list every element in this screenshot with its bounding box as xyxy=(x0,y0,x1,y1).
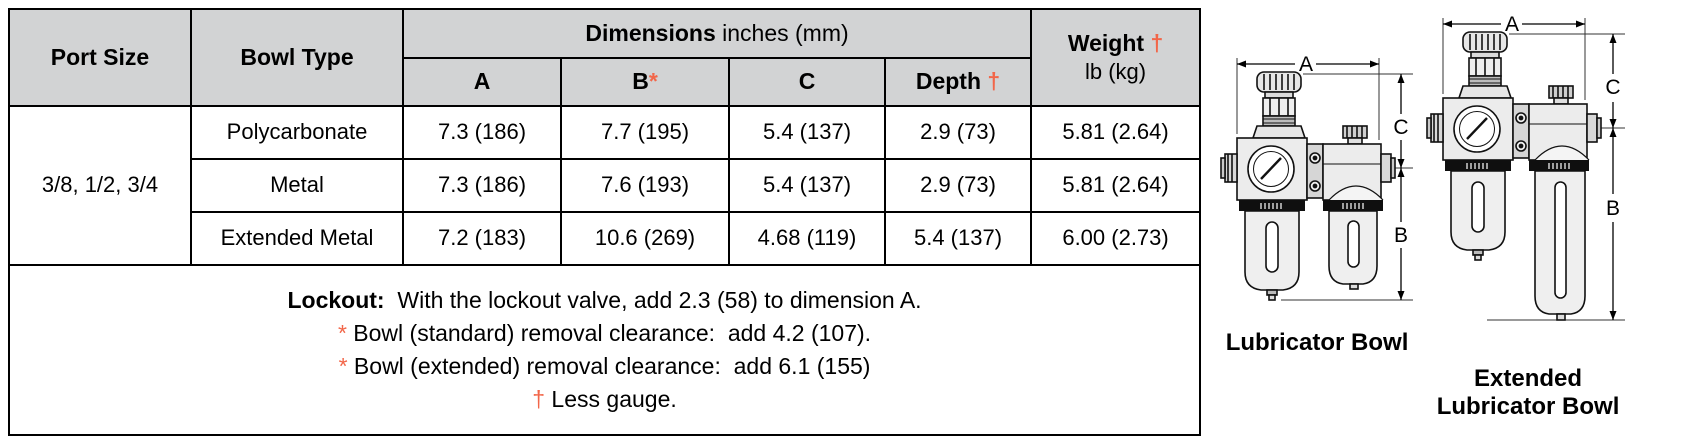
regulator-body xyxy=(1220,137,1308,201)
inlet-port xyxy=(1430,113,1444,143)
table-row-polycarbonate: 3/8, 1/2, 3/4 Polycarbonate 7.3 (186) 7.… xyxy=(8,104,1202,266)
diagram-area: A C B xyxy=(1201,8,1698,436)
inlet-port xyxy=(1224,153,1238,183)
dimension-a: A xyxy=(1443,13,1586,36)
dimension-c: C xyxy=(1393,74,1409,168)
note-standard-clearance: * Bowl (standard) removal clearance: add… xyxy=(10,317,1199,350)
col-header-b: B* xyxy=(560,56,730,107)
dimensions-label-bold: Dimensions xyxy=(585,19,716,46)
note-text: With the lockout valve, add 2.3 (58) to … xyxy=(384,286,922,313)
connector-block xyxy=(1512,103,1530,159)
col-header-a: A xyxy=(402,56,562,107)
col-header-dimensions: Dimensions inches (mm) xyxy=(401,8,1033,59)
col-header-c: C xyxy=(728,56,886,107)
col-header-depth: Depth † xyxy=(883,56,1033,107)
dim-depth-cell: 2.9 (73) xyxy=(883,104,1033,160)
lubricator-bowl xyxy=(1328,210,1378,290)
filter-bowl xyxy=(1244,210,1300,301)
dagger-mark: † xyxy=(532,385,546,412)
dim-c-cell: 5.4 (137) xyxy=(728,157,886,213)
weight-dagger-mark: † xyxy=(1150,29,1164,56)
bowl-type-cell: Metal xyxy=(190,157,404,213)
dimension-b: B xyxy=(1394,168,1408,300)
weight-cell: 5.81 (2.64) xyxy=(1030,104,1202,160)
asterisk-mark: * xyxy=(338,352,348,379)
extended-lubricator-bowl xyxy=(1534,170,1586,321)
bowl-clamp-bands xyxy=(1445,160,1590,171)
regulator-knob xyxy=(1251,71,1307,139)
weight-cell: 6.00 (2.73) xyxy=(1030,210,1202,266)
dim-b-cell: 10.6 (269) xyxy=(560,210,730,266)
header-row-2: A B* C Depth † xyxy=(9,56,1200,107)
weight-units: lb (kg) xyxy=(1084,58,1147,84)
dim-depth-cell: 2.9 (73) xyxy=(883,157,1033,213)
dim-a-cell: 7.3 (186) xyxy=(402,157,562,213)
filter-bowl xyxy=(1450,170,1506,261)
note-extended-clearance: * Bowl (extended) removal clearance: add… xyxy=(10,350,1199,383)
sight-glass xyxy=(1554,181,1567,299)
diagram-caption: Lubricator Bowl xyxy=(1225,329,1409,356)
weight-label: Weight † xyxy=(1067,29,1164,56)
dim-b-cell: 7.6 (193) xyxy=(560,157,730,213)
outlet-port xyxy=(1380,153,1392,183)
dim-a-cell: 7.2 (183) xyxy=(402,210,562,266)
lubricator-body xyxy=(1322,125,1396,201)
depth-dagger-mark: † xyxy=(987,68,1001,95)
col-header-port-size: Port Size xyxy=(8,8,192,107)
dimensions-table: Port Size Bowl Type Dimensions inches (m… xyxy=(7,8,1202,436)
regulator-knob xyxy=(1457,31,1513,99)
bowl-clamp-bands xyxy=(1239,200,1384,211)
lockout-label: Lockout: xyxy=(287,286,385,313)
bowl-type-cell: Extended Metal xyxy=(190,210,404,266)
diagram-lubricator-bowl: A C B xyxy=(1215,42,1419,357)
connector-block xyxy=(1306,143,1324,199)
weight-cell: 5.81 (2.64) xyxy=(1030,157,1202,213)
sight-glass xyxy=(1265,221,1279,273)
dimensions-label-units: inches (mm) xyxy=(715,19,849,46)
lubricator-body xyxy=(1528,85,1602,161)
dimension-c-label: C xyxy=(1393,116,1408,139)
col-header-weight: Weight † lb (kg) xyxy=(1030,8,1202,107)
dimension-b-label: B xyxy=(1394,224,1408,247)
regulator-body xyxy=(1426,97,1514,161)
lubricator-bowl-drawing: A C B xyxy=(1220,53,1414,301)
asterisk-mark: * xyxy=(337,319,347,346)
table-row-metal: Metal 7.3 (186) 7.6 (193) 5.4 (137) 2.9 … xyxy=(9,157,1202,213)
note-lockout: Lockout: With the lockout valve, add 2.3… xyxy=(10,284,1199,317)
b-asterisk-mark: * xyxy=(648,68,658,95)
header-row-1: Port Size Bowl Type Dimensions inches (m… xyxy=(8,8,1202,107)
note-text: Bowl (extended) removal clearance: add 6… xyxy=(347,352,871,379)
footnotes-cell: Lockout: With the lockout valve, add 2.3… xyxy=(7,263,1202,436)
diagram-extended-lubricator-bowl: A C B xyxy=(1421,10,1635,421)
col-header-bowl-type: Bowl Type xyxy=(190,8,404,107)
footnotes-row: Lockout: With the lockout valve, add 2.3… xyxy=(7,263,1202,436)
table-row-extended-metal: Extended Metal 7.2 (183) 10.6 (269) 4.68… xyxy=(9,210,1202,266)
diagram-caption: Extended Lubricator Bowl xyxy=(1436,365,1620,420)
extended-lubricator-bowl-drawing: A C B xyxy=(1426,13,1626,321)
sight-glass xyxy=(1347,220,1360,268)
dim-c-cell: 5.4 (137) xyxy=(728,104,886,160)
dim-b-cell: 7.7 (195) xyxy=(560,104,730,160)
dimension-a-label: A xyxy=(1299,53,1313,76)
sight-glass xyxy=(1471,181,1485,233)
dimension-c: C xyxy=(1605,34,1621,128)
note-text: Bowl (standard) removal clearance: add 4… xyxy=(346,319,872,346)
note-less-gauge: † Less gauge. xyxy=(10,383,1199,416)
bowl-type-cell: Polycarbonate xyxy=(190,104,404,160)
dimension-a-label: A xyxy=(1505,13,1519,36)
port-size-cell: 3/8, 1/2, 3/4 xyxy=(8,104,192,266)
dim-c-cell: 4.68 (119) xyxy=(728,210,886,266)
dimension-a: A xyxy=(1237,53,1380,76)
outlet-port xyxy=(1586,113,1598,143)
dimension-b-label: B xyxy=(1606,197,1620,220)
dimension-c-label: C xyxy=(1605,76,1620,99)
dim-a-cell: 7.3 (186) xyxy=(402,104,562,160)
dimension-b: B xyxy=(1606,128,1620,320)
dim-depth-cell: 5.4 (137) xyxy=(883,210,1033,266)
note-text: Less gauge. xyxy=(545,385,677,412)
